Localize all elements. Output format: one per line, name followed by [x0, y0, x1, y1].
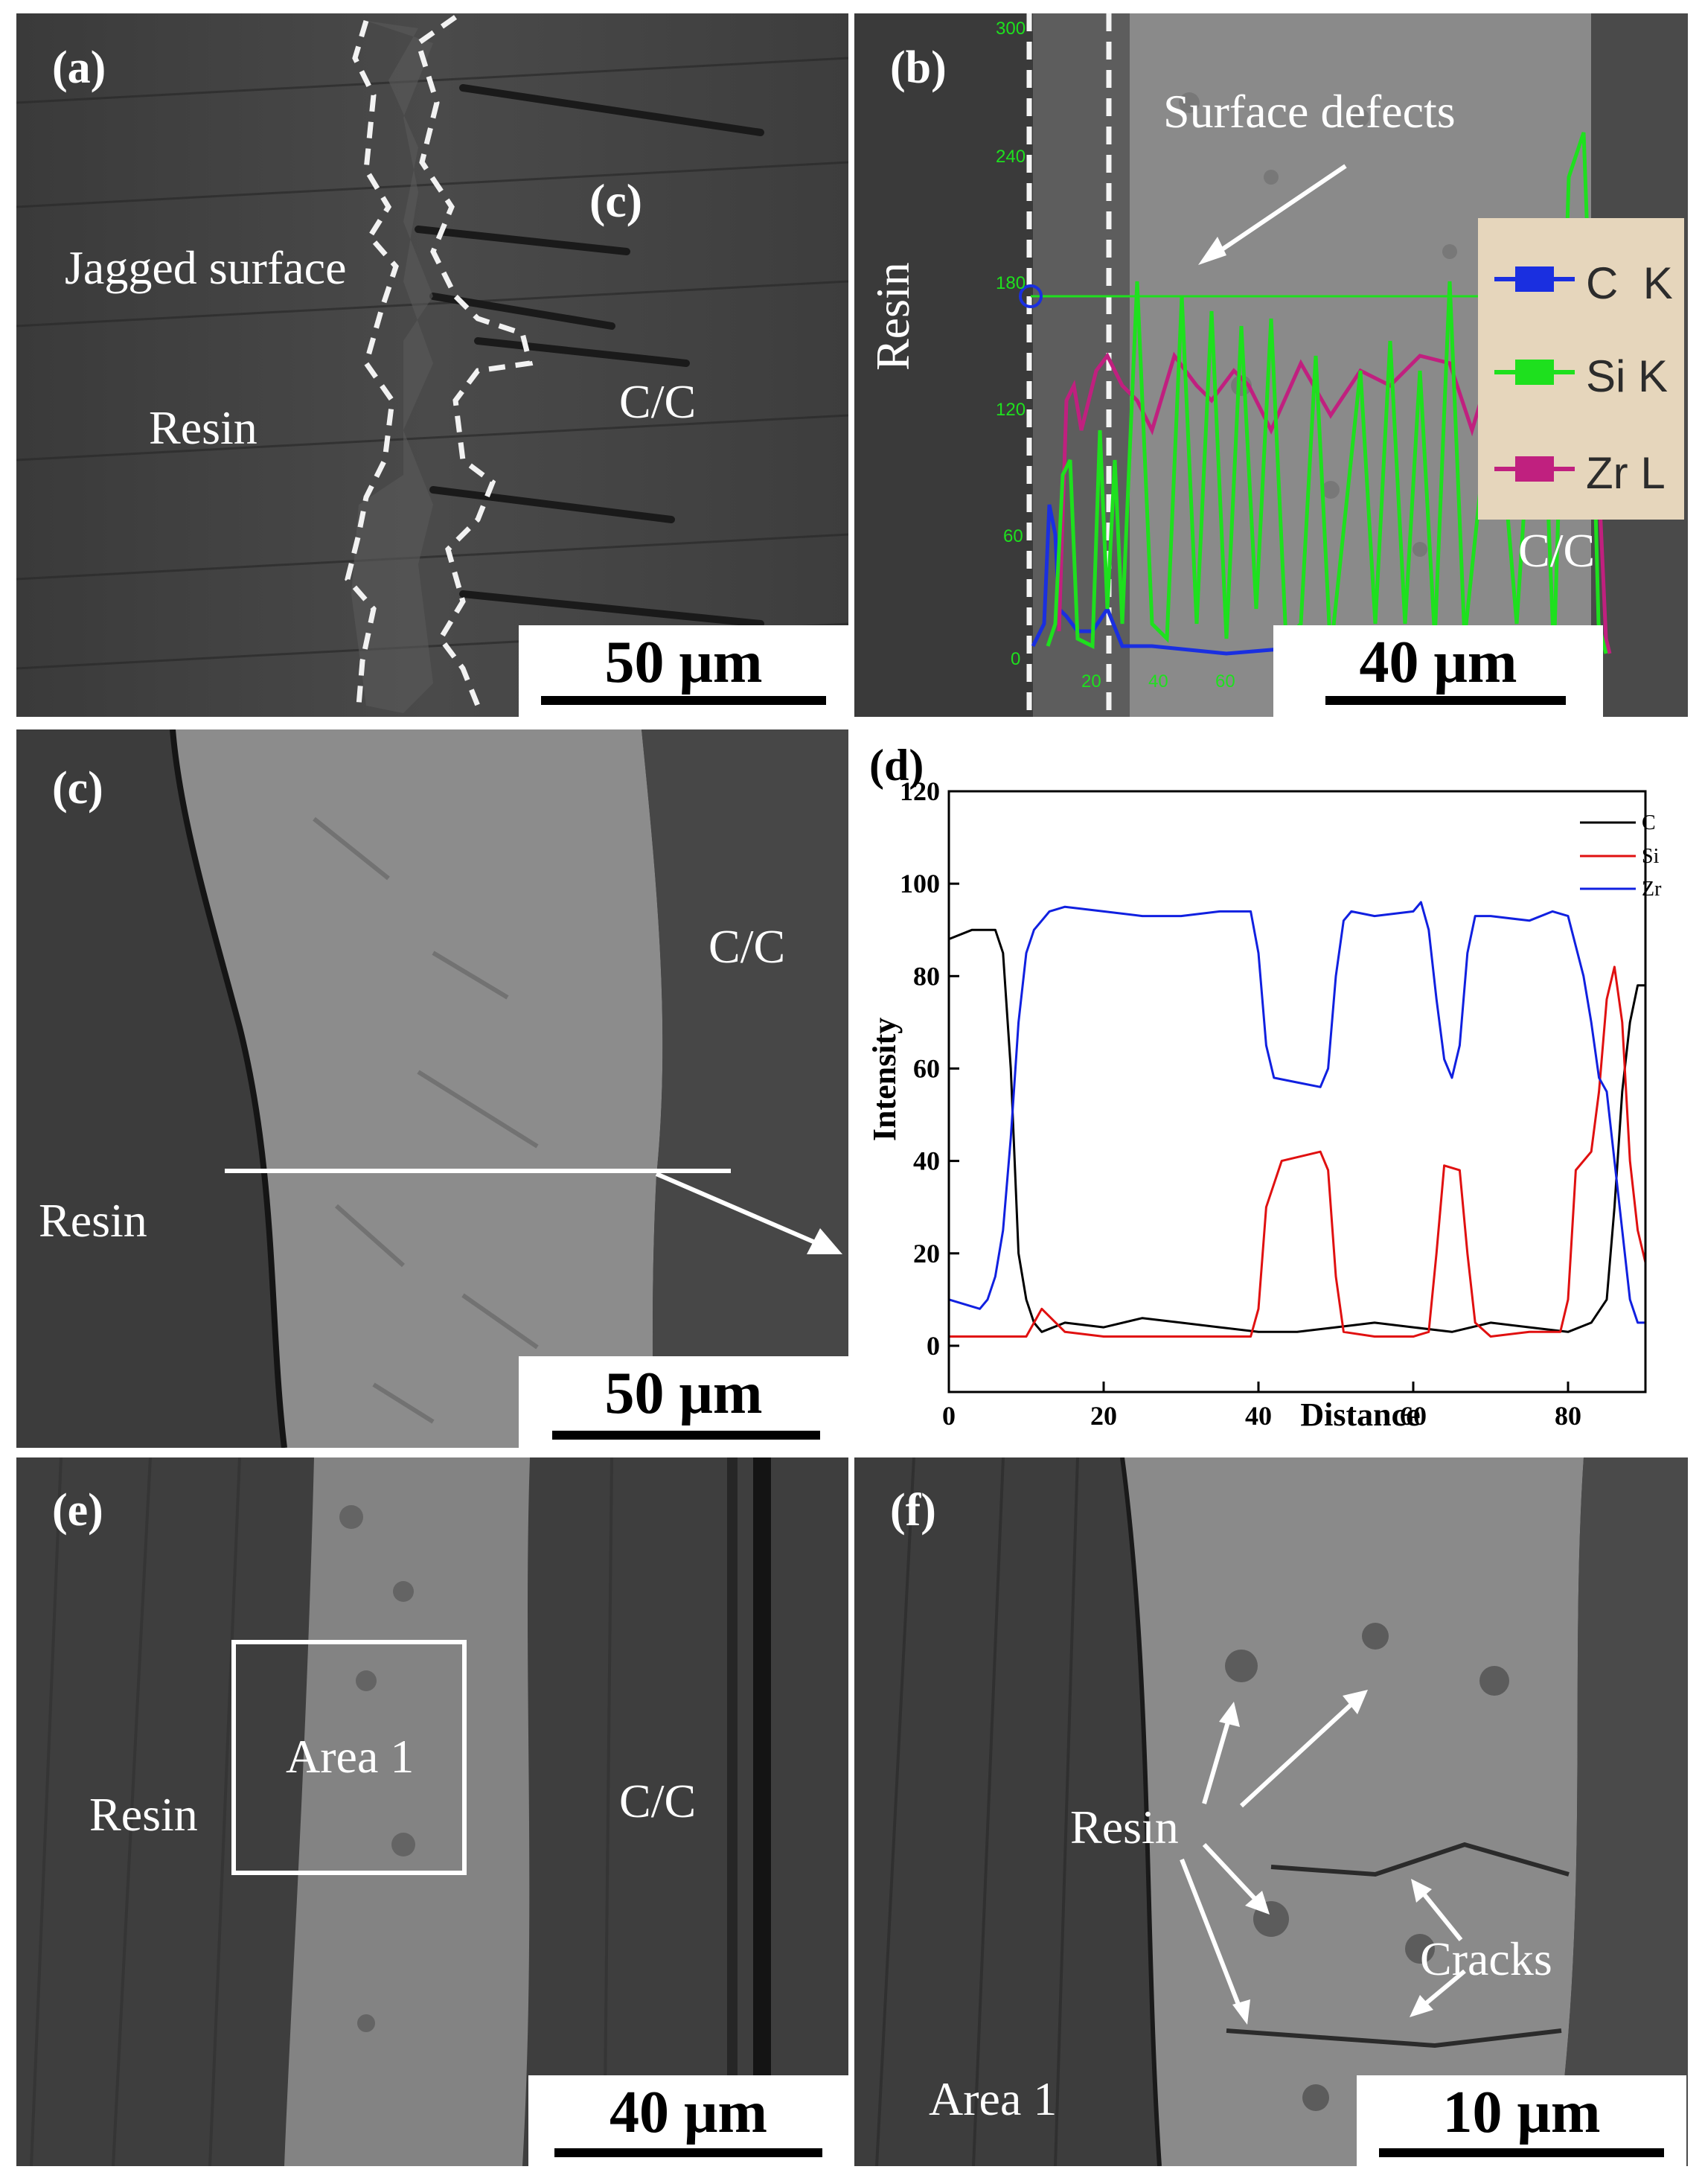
label-resin: Resin [39, 1194, 147, 1247]
legend-label-c: C [1642, 811, 1656, 834]
overlay-tick-300: 300 [996, 19, 1026, 39]
chart-axes-group: 0 20 40 60 80 0 20 40 60 80 100 120 [900, 776, 1647, 1431]
legend-element-si: Si [1586, 351, 1626, 401]
legend-line-type-si: K [1638, 351, 1669, 401]
label-cc: C/C [1518, 524, 1596, 577]
chart-tag-d: (d) [869, 741, 924, 790]
legend-row-c: C K [1478, 252, 1684, 311]
legend-label-si: Si [1642, 845, 1660, 868]
label-cc: C/C [708, 920, 786, 973]
x-tick-label: 60 [1400, 1401, 1427, 1431]
panel-b: 300 240 180 120 60 0 20 40 60 (b) Surfac… [854, 13, 1688, 717]
legend-marker-zr [1515, 456, 1554, 482]
linescan-legend: C K Si K Zr L [1478, 218, 1684, 520]
legend-marker-c [1515, 266, 1554, 292]
y-tick-label: 60 [913, 1053, 940, 1083]
overlay-xtick-40: 40 [1148, 671, 1168, 692]
panel-tag-e: (e) [52, 1485, 103, 1536]
y-tick-label: 0 [927, 1331, 940, 1361]
label-cc: C/C [619, 375, 697, 428]
panel-e: (e) Area 1 Resin C/C 40 μm [16, 1457, 848, 2166]
label-cracks: Cracks [1420, 1932, 1552, 1985]
legend-element-zr: Zr [1586, 448, 1628, 498]
scalebar-line-f [1379, 2148, 1664, 2157]
legend-marker-si [1515, 360, 1554, 385]
panel-tag-b: (b) [890, 42, 947, 93]
chart-xlabel: Distance [1300, 1396, 1420, 1433]
panel-tag-f: (f) [890, 1485, 936, 1536]
x-tick-label: 20 [1090, 1401, 1117, 1431]
scalebar-line-b [1325, 696, 1566, 705]
sem-image-f [854, 1457, 1688, 2166]
y-tick-label: 40 [913, 1146, 940, 1176]
panel-a: (a) Jagged surface (c) Resin C/C 50 μm [16, 13, 848, 717]
scalebar-b: 40 μm [1273, 625, 1603, 717]
overlay-xtick-20: 20 [1081, 671, 1101, 692]
legend-label-zr: Zr [1642, 878, 1662, 901]
series-line-c [948, 928, 1645, 1333]
scalebar-line-a [541, 696, 826, 705]
label-c-reference: (c) [589, 174, 643, 227]
series-line-zr [948, 901, 1645, 1324]
scalebar-label-f: 10 μm [1442, 2080, 1601, 2145]
chart-legend: C Si Zr [1580, 811, 1662, 901]
intensity-line-chart: 0 20 40 60 80 0 20 40 60 80 100 120 (d) Distance In… [866, 741, 1662, 1433]
scalebar-c: 50 μm [519, 1356, 848, 1448]
label-resin: Resin [1070, 1801, 1179, 1853]
x-tick-label: 0 [942, 1401, 956, 1431]
label-area-1: Area 1 [286, 1730, 415, 1783]
overlay-xtick-60: 60 [1215, 671, 1235, 692]
overlay-tick-0: 0 [1011, 649, 1020, 669]
sem-image-c [16, 729, 848, 1448]
scalebar-label-b: 40 μm [1359, 630, 1517, 695]
overlay-tick-240: 240 [996, 147, 1026, 167]
plot-frame [947, 790, 1647, 1393]
scalebar-a: 50 μm [519, 625, 848, 717]
label-surface-defects: Surface defects [1163, 85, 1456, 138]
chart-series-group [948, 901, 1647, 1338]
sem-image-e [16, 1457, 848, 2166]
label-cc: C/C [619, 1775, 697, 1827]
scalebar-label-c: 50 μm [604, 1361, 763, 1426]
scalebar-line-c [552, 1431, 820, 1440]
y-tick-label: 100 [900, 869, 940, 898]
overlay-tick-120: 120 [996, 400, 1026, 420]
legend-row-si: Si K [1478, 345, 1684, 404]
sem-image-a [16, 13, 848, 717]
legend-row-zr: Zr L [1478, 441, 1684, 501]
series-line-si [949, 965, 1647, 1338]
panel-tag-a: (a) [52, 42, 106, 93]
label-resin: Resin [89, 1788, 198, 1841]
overlay-tick-180: 180 [996, 273, 1026, 293]
label-resin: Resin [149, 401, 257, 454]
y-tick-label: 20 [913, 1239, 940, 1268]
scalebar-label-a: 50 μm [604, 630, 763, 695]
panel-tag-c: (c) [52, 763, 103, 814]
x-tick-label: 40 [1245, 1401, 1272, 1431]
legend-line-type-zr: L [1640, 448, 1666, 498]
scalebar-line-e [554, 2148, 822, 2157]
y-tick-label: 120 [900, 776, 940, 806]
legend-line-type-c: K [1642, 258, 1673, 308]
scalebar-e: 40 μm [528, 2075, 848, 2166]
scalebar-label-e: 40 μm [610, 2080, 767, 2145]
overlay-tick-60: 60 [1003, 526, 1023, 546]
chart-ylabel: Intensity [866, 1018, 903, 1141]
label-area-1: Area 1 [929, 2072, 1058, 2125]
scalebar-f: 10 μm [1357, 2075, 1686, 2166]
legend-element-c: C [1586, 258, 1619, 308]
y-tick-label: 80 [913, 961, 940, 991]
label-jagged-surface: Jagged surface [65, 241, 347, 294]
panel-f: (f) Resin Cracks Area 1 10 μm [854, 1457, 1688, 2166]
label-resin-vertical: Resin [866, 262, 919, 371]
panel-d: 0 20 40 60 80 0 20 40 60 80 100 120 (d) Distance In… [854, 729, 1688, 1448]
x-tick-label: 80 [1555, 1401, 1581, 1431]
panel-c: (c) C/C Resin 50 μm [16, 729, 848, 1448]
